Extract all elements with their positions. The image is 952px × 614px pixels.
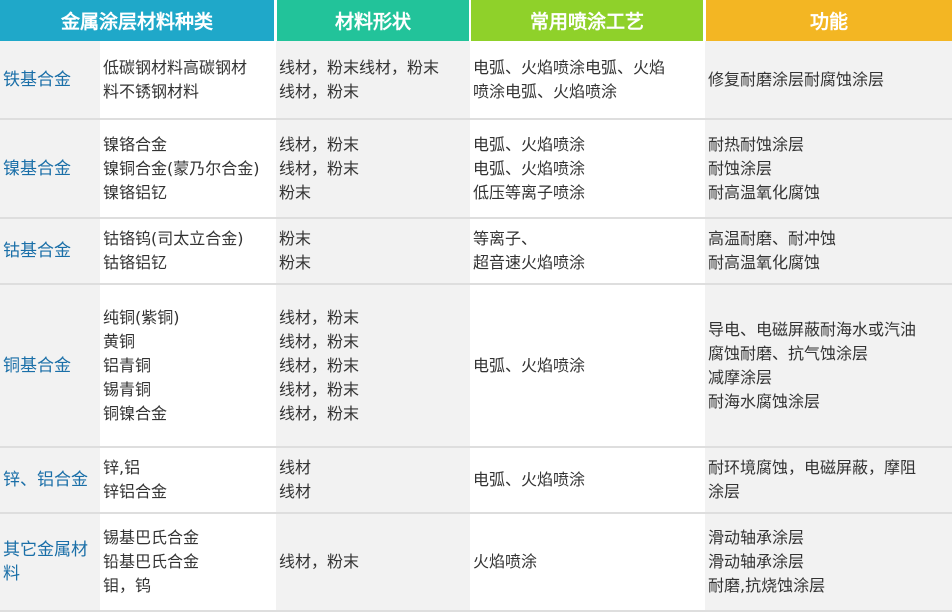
cell-materials: 纯铜(紫铜) 黄铜 铝青铜 锡青铜 铜镍合金 — [100, 285, 276, 446]
cell-shape: 粉末 粉末 — [276, 219, 470, 283]
cell-materials: 镍铬合金 镍铜合金(蒙乃尔合金) 镍铬铝钇 — [100, 120, 276, 217]
table-row: 铁基合金 低碳钢材料高碳钢材 料不锈钢材料 线材，粉末线材，粉末 线材，粉末 电弧、火… — [0, 41, 952, 120]
cell-type: 锌、铝合金 — [0, 448, 100, 512]
cell-function: 滑动轴承涂层 滑动轴承涂层 耐磨,抗烧蚀涂层 — [705, 514, 952, 610]
cell-type: 镍基合金 — [0, 120, 100, 217]
table-row: 其它金属材 料锡基巴氏合金 铅基巴氏合金 钼，钨 线材，粉末 火焰喷涂 滑动轴承涂层 … — [0, 514, 952, 612]
cell-materials: 锌,铝 锌铝合金 — [100, 448, 276, 512]
cell-function: 高温耐磨、耐冲蚀 耐高温氧化腐蚀 — [705, 219, 952, 283]
cell-materials: 钴铬钨(司太立合金) 钴铬铝钇 — [100, 219, 276, 283]
table-row: 锌、铝合金 锌,铝 锌铝合金 线材 线材 电弧、火焰喷涂 耐环境腐蚀，电磁屏蔽，摩阻 涂… — [0, 448, 952, 514]
cell-process: 电弧、火焰喷涂 电弧、火焰喷涂 低压等离子喷涂 — [470, 120, 705, 217]
cell-type: 钴基合金 — [0, 219, 100, 283]
cell-shape: 线材，粉末线材，粉末 线材，粉末 — [276, 41, 470, 118]
cell-shape: 线材，粉末 线材，粉末 粉末 — [276, 120, 470, 217]
header-function: 功能 — [706, 0, 952, 41]
cell-function: 导电、电磁屏蔽耐海水或汽油 腐蚀耐磨、抗气蚀涂层 减摩涂层 耐海水腐蚀涂层 — [705, 285, 952, 446]
cell-process: 电弧、火焰喷涂 — [470, 285, 705, 446]
table-row: 钴基合金 钴铬钨(司太立合金) 钴铬铝钇 粉末 粉末 等离子、 超音速火焰喷涂 高温耐磨… — [0, 219, 952, 285]
table-row: 铜基合金 纯铜(紫铜) 黄铜 铝青铜 锡青铜 铜镍合金 线材，粉末 线材，粉末 线材… — [0, 285, 952, 448]
cell-shape: 线材，粉末 — [276, 514, 470, 610]
cell-function: 修复耐磨涂层耐腐蚀涂层 — [705, 41, 952, 118]
cell-materials: 低碳钢材料高碳钢材 料不锈钢材料 — [100, 41, 276, 118]
cell-process: 电弧、火焰喷涂 — [470, 448, 705, 512]
header-process: 常用喷涂工艺 — [471, 0, 703, 41]
cell-process: 火焰喷涂 — [470, 514, 705, 610]
cell-process: 电弧、火焰喷涂电弧、火焰 喷涂电弧、火焰喷涂 — [470, 41, 705, 118]
cell-type: 铜基合金 — [0, 285, 100, 446]
cell-type: 铁基合金 — [0, 41, 100, 118]
cell-process: 等离子、 超音速火焰喷涂 — [470, 219, 705, 283]
cell-shape: 线材，粉末 线材，粉末 线材，粉末 线材，粉末 线材，粉末 — [276, 285, 470, 446]
cell-function: 耐环境腐蚀，电磁屏蔽，摩阻 涂层 — [705, 448, 952, 512]
cell-shape: 线材 线材 — [276, 448, 470, 512]
cell-type: 其它金属材 料 — [0, 514, 100, 610]
cell-materials: 锡基巴氏合金 铅基巴氏合金 钼，钨 — [100, 514, 276, 610]
header-material-type: 金属涂层材料种类 — [0, 0, 274, 41]
header-shape: 材料形状 — [277, 0, 469, 41]
table-row: 镍基合金 镍铬合金 镍铜合金(蒙乃尔合金) 镍铬铝钇 线材，粉末 线材，粉末 粉末电… — [0, 120, 952, 219]
cell-function: 耐热耐蚀涂层 耐蚀涂层 耐高温氧化腐蚀 — [705, 120, 952, 217]
